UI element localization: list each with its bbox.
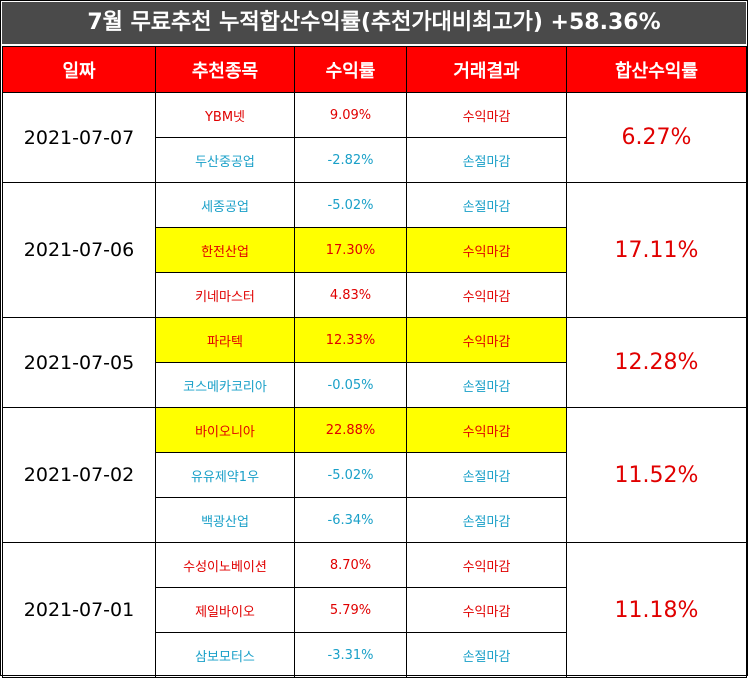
table-row: 한전산업 17.30% 수익마감 (3, 227, 747, 273)
table-row: 유유제약1우 -5.02% 손절마감 (3, 452, 747, 498)
stock-cell: 코스메카코리아 (155, 362, 295, 408)
result-cell: 손절마감 (406, 182, 567, 228)
stock-cell: 수성이노베이션 (155, 542, 295, 588)
table-row: 2021-07-07 YBM넷 9.09% 수익마감 6.27% (2, 92, 747, 183)
stock-cell: 바이오니아 (155, 407, 295, 453)
result-cell: 손절마감 (406, 632, 567, 678)
table-row: 2021-07-02 바이오니아 22.88% 수익마감 11.52% (2, 407, 747, 543)
stock-cell: 한전산업 (155, 227, 295, 273)
table-row: 2021-07-05 파라텍 12.33% 수익마감 12.28% (2, 317, 747, 408)
return-cell: -6.34% (294, 497, 407, 543)
table-row: 2021-07-01 수성이노베이션 8.70% 수익마감 11.18% (2, 542, 747, 678)
stock-cell: 유유제약1우 (155, 452, 295, 498)
result-cell: 수익마감 (406, 407, 567, 453)
header-result: 거래결과 (406, 46, 567, 93)
result-cell: 손절마감 (406, 137, 567, 183)
header-stock: 추천종목 (155, 46, 295, 93)
return-cell: 17.30% (294, 227, 407, 273)
cumulative-return-cell: 12.28% (566, 317, 747, 408)
result-cell: 수익마감 (406, 92, 567, 138)
return-cell: -5.02% (294, 182, 407, 228)
stock-cell: 파라텍 (155, 317, 295, 363)
cumulative-return-cell: 17.11% (566, 182, 747, 318)
return-cell: -3.31% (294, 632, 407, 678)
date-cell: 2021-07-01 (2, 542, 156, 678)
result-cell: 손절마감 (406, 452, 567, 498)
result-cell: 수익마감 (406, 542, 567, 588)
cumulative-return-cell: 6.27% (566, 92, 747, 183)
stock-cell: 삼보모터스 (155, 632, 295, 678)
return-cell: -0.05% (294, 362, 407, 408)
result-cell: 수익마감 (406, 587, 567, 633)
date-cell: 2021-07-02 (2, 407, 156, 543)
date-cell: 2021-07-06 (2, 182, 156, 318)
result-cell: 수익마감 (406, 272, 567, 318)
date-cell: 2021-07-07 (2, 92, 156, 183)
header-return: 수익률 (294, 46, 407, 93)
cumulative-return-cell: 11.18% (566, 542, 747, 678)
table-row: 제일바이오 5.79% 수익마감 (3, 587, 747, 633)
header-date: 일짜 (2, 46, 156, 93)
return-cell: 9.09% (294, 92, 407, 138)
return-cell: -2.82% (294, 137, 407, 183)
return-cell: 22.88% (294, 407, 407, 453)
table-row: 두산중공업 -2.82% 손절마감 (3, 137, 747, 183)
stock-cell: 제일바이오 (155, 587, 295, 633)
table-row: 키네마스터 4.83% 수익마감 (3, 272, 747, 318)
recommendation-table: 일짜 추천종목 수익률 거래결과 합산수익률 2021-07-07 YBM넷 9.0… (2, 46, 747, 678)
return-cell: 5.79% (294, 587, 407, 633)
page-title: 7월 무료추천 누적합산수익률(추천가대비최고가) +58.36% (2, 2, 746, 44)
result-cell: 손절마감 (406, 497, 567, 543)
stock-cell: 두산중공업 (155, 137, 295, 183)
result-cell: 수익마감 (406, 317, 567, 363)
result-cell: 손절마감 (406, 362, 567, 408)
table-row: 백광산업 -6.34% 손절마감 (3, 497, 747, 543)
stock-cell: YBM넷 (155, 92, 295, 138)
return-cell: 8.70% (294, 542, 407, 588)
stock-cell: 백광산업 (155, 497, 295, 543)
cumulative-return-cell: 11.52% (566, 407, 747, 543)
table-body: 2021-07-07 YBM넷 9.09% 수익마감 6.27% 두산중공업 -2.82% 손… (2, 92, 747, 678)
stock-cell: 세종공업 (155, 182, 295, 228)
header-row: 일짜 추천종목 수익률 거래결과 합산수익률 (2, 46, 747, 93)
header-cumulative: 합산수익률 (566, 46, 747, 93)
return-cell: -5.02% (294, 452, 407, 498)
result-cell: 수익마감 (406, 227, 567, 273)
date-cell: 2021-07-05 (2, 317, 156, 408)
table-row: 2021-07-06 세종공업 -5.02% 손절마감 17.11% (2, 182, 747, 318)
return-cell: 12.33% (294, 317, 407, 363)
table-row: 코스메카코리아 -0.05% 손절마감 (3, 362, 747, 408)
return-cell: 4.83% (294, 272, 407, 318)
stock-cell: 키네마스터 (155, 272, 295, 318)
